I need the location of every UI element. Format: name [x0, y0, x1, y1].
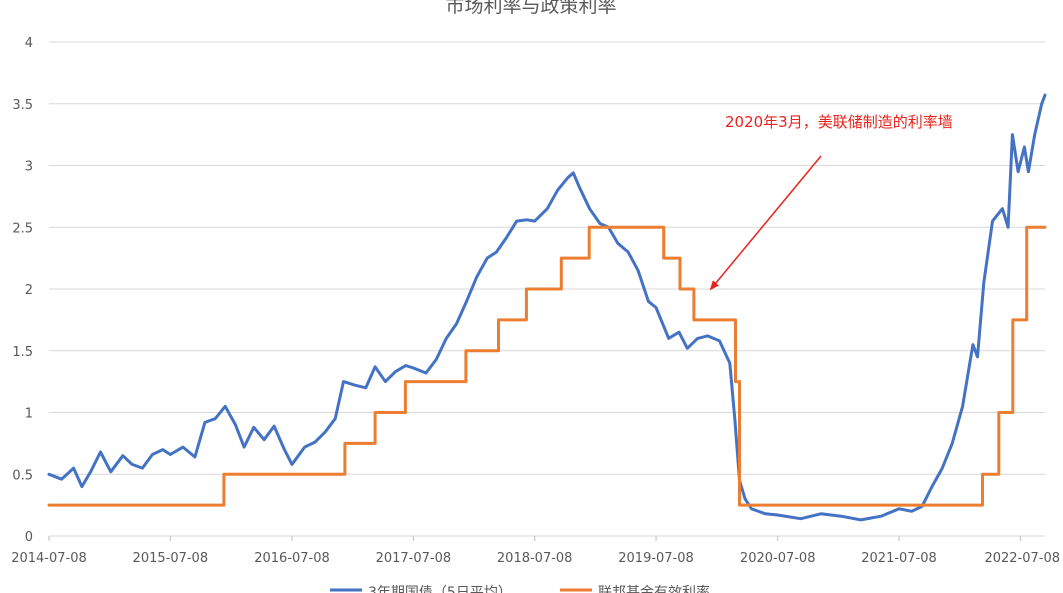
- x-tick-label: 2014-07-08: [11, 551, 87, 566]
- y-tick-label: 3.5: [12, 98, 33, 113]
- annotation-text: 2020年3月，美联储制造的利率墙: [725, 113, 953, 131]
- y-tick-label: 2: [25, 283, 33, 298]
- y-tick-label: 1.5: [12, 345, 33, 360]
- x-tick-label: 2016-07-08: [254, 551, 330, 566]
- y-tick-label: 1: [25, 407, 33, 422]
- x-tick-label: 2022-07-08: [984, 551, 1060, 566]
- y-tick-label: 4: [25, 36, 33, 51]
- y-tick-label: 0: [25, 530, 33, 545]
- x-tick-label: 2015-07-08: [133, 551, 209, 566]
- annotation: 2020年3月，美联储制造的利率墙: [709, 113, 953, 291]
- y-tick-label: 2.5: [12, 221, 33, 236]
- series-lines: [47, 93, 1047, 522]
- chart-title: 市场利率与政策利率: [445, 0, 616, 17]
- legend: 3年期国债（5日平均） 联邦基金有效利率: [330, 584, 710, 593]
- legend-label: 3年期国债（5日平均）: [368, 585, 512, 593]
- y-axis-ticks: 0 0.5 1 1.5 2 2.5 3 3.5 4: [12, 36, 33, 545]
- x-tick-label: 2019-07-08: [618, 551, 694, 566]
- x-tick-label: 2018-07-08: [497, 551, 573, 566]
- legend-label: 联邦基金有效利率: [598, 584, 710, 593]
- x-axis-ticks: 2014-07-08 2015-07-08 2016-07-08 2017-07-08…: [11, 536, 1060, 566]
- annotation-arrow: [709, 155, 822, 291]
- series-line-1: [47, 93, 1047, 522]
- series-line-2: [47, 225, 1047, 507]
- y-tick-label: 0.5: [12, 468, 33, 483]
- y-tick-label: 3: [25, 160, 33, 175]
- x-tick-label: 2020-07-08: [740, 551, 816, 566]
- x-tick-label: 2017-07-08: [376, 551, 452, 566]
- x-tick-label: 2021-07-08: [861, 551, 937, 566]
